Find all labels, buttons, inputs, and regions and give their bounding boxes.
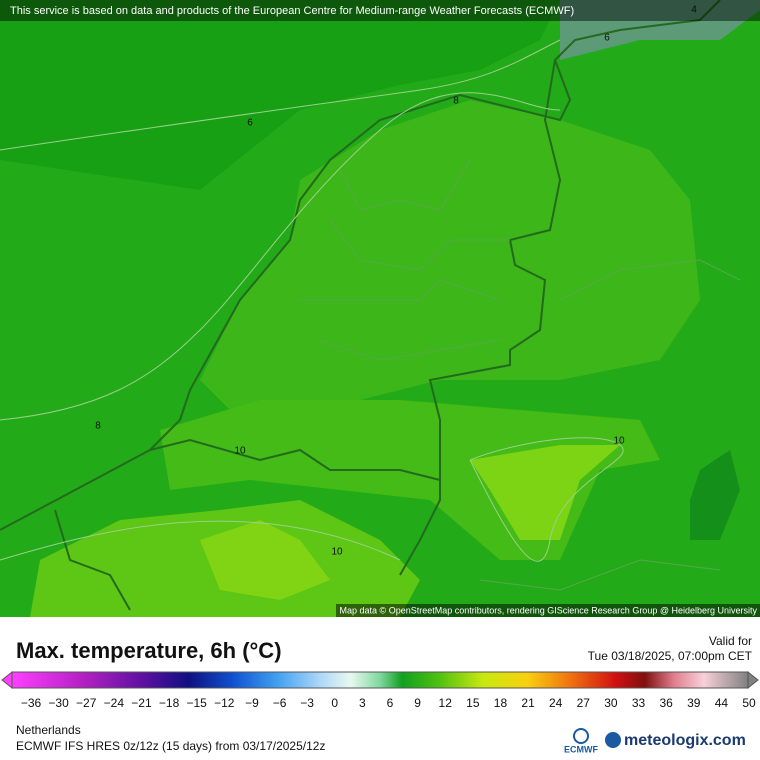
color-bar [1, 670, 759, 690]
banner: This service is based on data and produc… [10, 5, 574, 17]
ecmwf-logo: ECMWF [564, 728, 598, 754]
legend-tick-label: −9 [245, 696, 259, 710]
contour-label: 10 [613, 436, 625, 447]
legend-tick-label: 3 [359, 696, 366, 710]
legend-tick-label: 24 [549, 696, 563, 710]
legend-tick-label: 50 [742, 696, 756, 710]
legend-tick-label: 33 [632, 696, 646, 710]
legend-tick-label: −12 [214, 696, 235, 710]
legend-tick-label: 0 [331, 696, 338, 710]
contour-label: 8 [453, 96, 459, 107]
legend-ticks: −36 −30 −27 −24 −21 −18 −15 −12 −9 −6 −3 0 3 6 9 12 15 18… [21, 696, 756, 710]
legend-tick-label: 36 [659, 696, 673, 710]
map: 4 6 6 8 8 10 10 10 This service is based on dat… [0, 0, 760, 617]
legend-tick-label: 15 [466, 696, 480, 710]
legend-tick-label: 44 [715, 696, 729, 710]
banner-bg [0, 0, 760, 21]
region: Netherlands [16, 723, 81, 737]
contour-labels: 4 6 6 8 8 10 10 10 [95, 5, 697, 558]
contour-label: 4 [691, 5, 697, 16]
brand-logo[interactable]: meteologix.com [605, 732, 746, 749]
legend-tick-label: −21 [131, 696, 152, 710]
contour-label: 10 [234, 446, 246, 457]
legend-tick-label: −27 [76, 696, 97, 710]
legend-tick-label: −6 [273, 696, 287, 710]
model-info: ECMWF IFS HRES 0z/12z (15 days) from 03/… [16, 739, 325, 753]
contour-label: 6 [247, 118, 253, 129]
legend-tick-label: −24 [104, 696, 125, 710]
legend-tick-label: −15 [187, 696, 208, 710]
legend-tick-label: 12 [439, 696, 453, 710]
valid-label: Valid for [709, 634, 752, 648]
attribution: Map data © OpenStreetMap contributors, r… [340, 605, 758, 615]
ecmwf-text: ECMWF [564, 744, 598, 754]
contour-label: 10 [331, 547, 343, 558]
legend-tick-label: 39 [687, 696, 701, 710]
legend-tick-label: −18 [159, 696, 180, 710]
legend-tick-label: 18 [494, 696, 508, 710]
contour-label: 6 [604, 33, 610, 44]
brand[interactable]: meteologix.com [624, 732, 746, 749]
legend-tick-label: 21 [521, 696, 535, 710]
contour-label: 8 [95, 421, 101, 432]
legend-tick-label: −30 [48, 696, 69, 710]
title: Max. temperature, 6h (°C) [16, 638, 282, 663]
legend-tick-label: 27 [577, 696, 591, 710]
valid-time: Tue 03/18/2025, 07:00pm CET [588, 649, 753, 663]
legend-tick-label: 30 [604, 696, 618, 710]
legend-tick-label: 6 [387, 696, 394, 710]
legend-tick-label: −3 [300, 696, 314, 710]
legend-tick-label: −36 [21, 696, 42, 710]
legend-tick-label: 9 [414, 696, 421, 710]
